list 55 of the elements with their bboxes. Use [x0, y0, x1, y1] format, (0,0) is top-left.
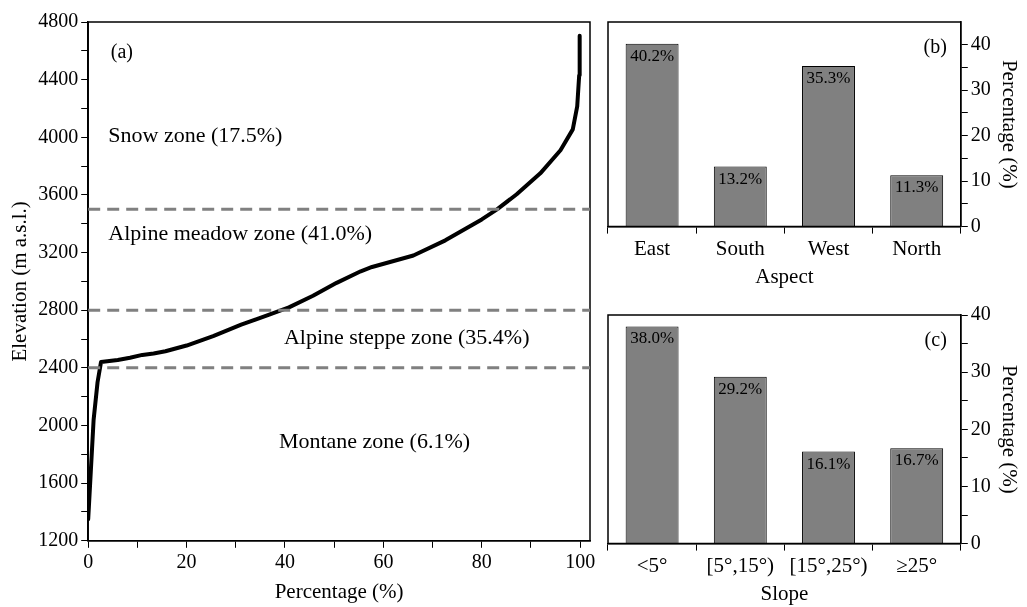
y2-tick-label: 40 [970, 31, 991, 54]
x-tick-label: East [634, 235, 671, 260]
y2-axis-title: Percentage (%) [997, 364, 1022, 494]
x-tick-label: [15°,25°) [789, 552, 868, 577]
y-tick-label: 4800 [38, 9, 79, 32]
y2-tick-label: 10 [970, 168, 991, 191]
x-tick-label: South [715, 235, 766, 260]
data-label: 16.1% [806, 453, 851, 473]
y2-tick-label: 40 [970, 302, 991, 325]
y2-tick-label: 0 [970, 213, 981, 236]
data-label: 16.7% [894, 450, 939, 470]
y2-tick-label: 20 [970, 122, 991, 145]
x-tick-label: ≥25° [896, 552, 938, 577]
y-tick-label: 3600 [38, 182, 79, 205]
annotation: Alpine meadow zone (41.0%) [108, 220, 373, 246]
y2-tick-label: 20 [970, 416, 991, 439]
x-axis-title: Aspect [755, 263, 814, 288]
y2-tick-label: 0 [970, 530, 981, 553]
annotation: (c) [924, 328, 947, 352]
x-tick-label: North [892, 235, 942, 260]
y2-tick-label: 10 [970, 473, 991, 496]
x-tick-label: 40 [274, 550, 295, 573]
data-label: 38.0% [630, 328, 675, 348]
data-label: 35.3% [806, 68, 851, 88]
y-tick-label: 3200 [38, 239, 79, 262]
y2-tick-label: 30 [970, 359, 991, 382]
data-label: 11.3% [895, 177, 939, 197]
y-tick-label: 4000 [38, 124, 79, 147]
y-tick-label: 2800 [38, 297, 79, 320]
data-label: 29.2% [718, 378, 763, 398]
y-axis-title: Elevation (m a.s.l.) [7, 201, 32, 362]
y2-tick-label: 30 [970, 77, 991, 100]
x-tick-label: 20 [176, 550, 197, 573]
y2-axis-title: Percentage (%) [997, 59, 1022, 189]
x-tick-label: 60 [373, 550, 394, 573]
annotation: Alpine steppe zone (35.4%) [283, 324, 530, 350]
y-tick-label: 2000 [38, 412, 79, 435]
annotation: (a) [110, 40, 133, 64]
x-tick-label: 100 [565, 550, 596, 573]
annotation: Montane zone (6.1%) [278, 428, 471, 454]
x-tick-label: <5° [636, 552, 668, 577]
x-tick-label: West [807, 235, 850, 260]
data-label: 40.2% [630, 45, 675, 65]
annotation: Snow zone (17.5%) [108, 121, 283, 147]
y-tick-label: 4400 [38, 66, 79, 89]
data-label: 13.2% [718, 168, 763, 188]
x-tick-label: 0 [83, 550, 94, 573]
x-axis-title: Percentage (%) [274, 578, 404, 603]
annotation: (b) [923, 35, 947, 59]
y-tick-label: 2400 [38, 355, 79, 378]
y-tick-label: 1600 [38, 470, 79, 493]
y-tick-label: 1200 [38, 528, 79, 551]
x-axis-title: Slope [760, 580, 809, 605]
x-tick-label: 80 [471, 550, 492, 573]
x-tick-label: [5°,15°) [706, 552, 775, 577]
